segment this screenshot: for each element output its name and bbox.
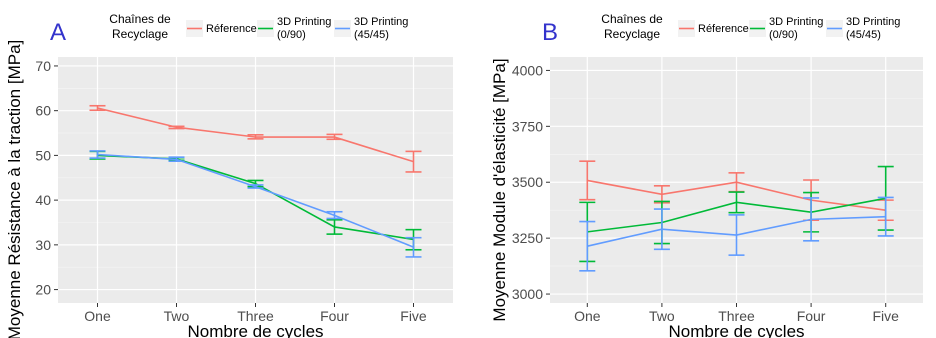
legend-title-line: Recyclage (112, 27, 168, 41)
legend-label: 3D Printing (0/90) (277, 16, 331, 41)
error-bar (247, 134, 264, 140)
error-bar (247, 184, 264, 189)
legend-label-line: 3D Printing (354, 16, 408, 28)
y-axis-label: Moyenne Module d'élasticité [MPa] (490, 58, 509, 321)
y-tick-label: 3750 (512, 118, 543, 134)
error-bar (728, 214, 745, 256)
x-tick-label: One (574, 308, 601, 324)
x-tick-label: Five (872, 308, 899, 324)
error-bar (877, 196, 894, 237)
legend-label-line: 3D Printing (769, 16, 823, 28)
y-tick-label: 30 (35, 237, 51, 253)
error-bar (168, 125, 185, 130)
error-bar (728, 191, 745, 214)
x-axis-label: Nombre de cycles (668, 322, 804, 338)
x-tick-label: Four (797, 308, 826, 324)
legend-label: 3D Printing (45/45) (846, 16, 900, 41)
y-axis-label: Moyenne Résistance à la traction [MPa] (5, 40, 24, 338)
legend-title-line: Recyclage (604, 27, 660, 41)
legend-label-line: 3D Printing (277, 16, 331, 28)
legend-label-line: (0/90) (277, 29, 306, 41)
panel-letter: A (50, 19, 66, 46)
y-tick-label: 60 (35, 103, 51, 119)
error-bar (326, 133, 343, 141)
legend-label: 3D Printing (45/45) (354, 16, 408, 41)
chart-panel-b: 3000 3250 3500 3750 4000 One Two Three Four Five N… (490, 12, 923, 338)
error-bar (89, 150, 106, 159)
y-tick-label: 3250 (512, 230, 543, 246)
x-tick-label: Three (718, 308, 755, 324)
legend-label: 3D Printing (0/90) (769, 16, 823, 41)
legend-label-line: 3D Printing (846, 16, 900, 28)
error-bar (326, 210, 343, 220)
error-bar (803, 197, 820, 242)
y-tick-label: 40 (35, 192, 51, 208)
legend-label: Réference (698, 23, 749, 35)
x-tick-label: Two (164, 308, 190, 324)
error-bar (89, 104, 106, 112)
y-tick-label: 20 (35, 282, 51, 298)
legend-title-line: Chaînes de (601, 12, 663, 26)
x-tick-label: Two (649, 308, 675, 324)
legend-label-line: Réference (698, 23, 749, 35)
x-tick-label: Five (400, 308, 427, 324)
y-tick-label: 3500 (512, 174, 543, 190)
error-bar (405, 236, 422, 258)
y-tick-label: 3000 (512, 286, 543, 302)
legend-title: Chaînes de Recyclage (109, 12, 171, 41)
legend-label-line: (45/45) (846, 29, 881, 41)
x-tick-label: Three (237, 308, 274, 324)
error-bar (326, 219, 343, 235)
legend-title-line: Chaînes de (109, 12, 171, 26)
error-bar (405, 150, 422, 173)
y-tick-label: 50 (35, 147, 51, 163)
error-bar (168, 156, 185, 163)
legend-label-line: Réference (206, 23, 257, 35)
panel-letter: B (542, 19, 558, 46)
chart-panel-a: 20 30 40 50 60 70 One Two Three Four Five Nombre de… (5, 12, 453, 338)
legend-label-line: (0/90) (769, 29, 798, 41)
x-tick-label: One (84, 308, 111, 324)
legend-label: Réference (206, 23, 257, 35)
error-bar (579, 160, 596, 201)
error-bar (653, 208, 670, 251)
x-axis-label: Nombre de cycles (187, 322, 323, 338)
y-tick-label: 70 (35, 58, 51, 74)
legend-title: Chaînes de Recyclage (601, 12, 663, 41)
y-tick-label: 4000 (512, 62, 543, 78)
legend-label-line: (45/45) (354, 29, 389, 41)
x-tick-label: Four (320, 308, 349, 324)
error-bar (579, 220, 596, 272)
